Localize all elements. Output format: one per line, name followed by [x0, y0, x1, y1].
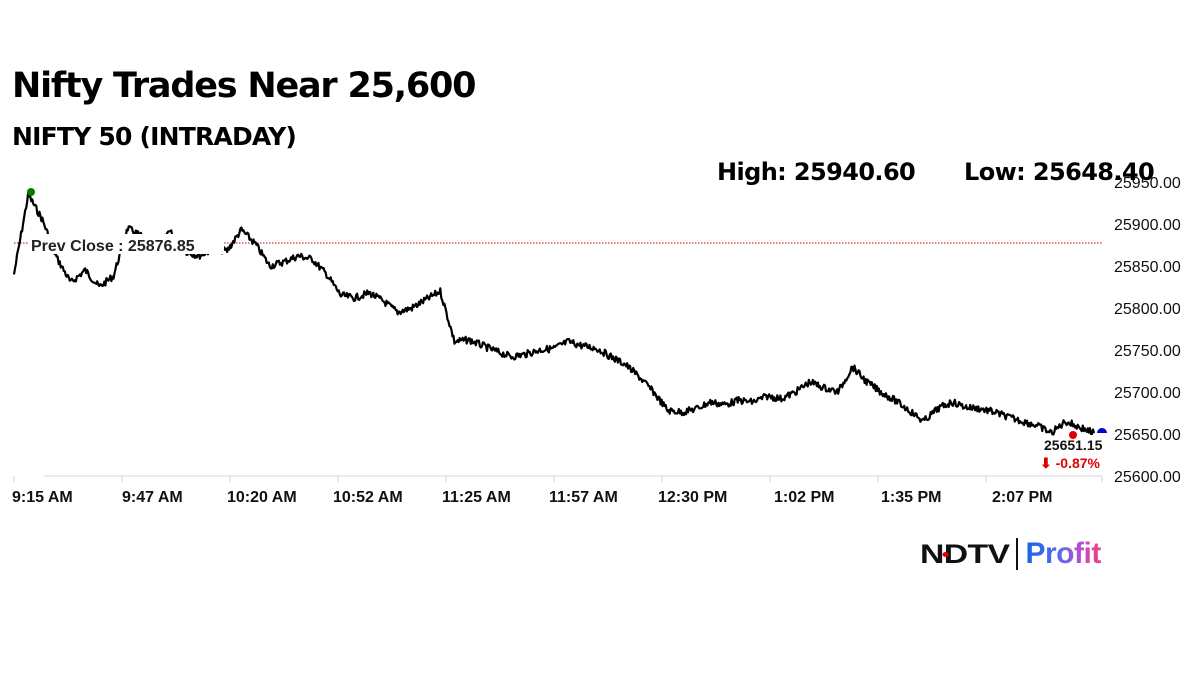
logo-brand-text: NDTV: [920, 538, 1010, 569]
low-marker: [1069, 431, 1077, 439]
x-axis-ticks: [13, 476, 1103, 482]
y-tick: 25950.00: [1114, 175, 1181, 192]
x-tick: 11:25 AM: [442, 489, 511, 506]
x-tick: 12:30 PM: [658, 489, 727, 506]
x-tick: 9:15 AM: [12, 489, 73, 506]
y-tick: 25900.00: [1114, 217, 1181, 234]
prev-close-label-bg: [28, 234, 224, 254]
x-axis-labels: 9:15 AM 9:47 AM 10:20 AM 10:52 AM 11:25 …: [12, 489, 1052, 506]
logo-separator: [1015, 538, 1018, 570]
y-tick: 25600.00: [1114, 469, 1181, 486]
high-marker: [27, 188, 35, 196]
price-line: [12, 190, 1096, 436]
y-tick: 25850.00: [1114, 259, 1181, 276]
x-tick: 10:52 AM: [333, 489, 403, 506]
change-percent-label: ⬇ -0.87%: [1040, 455, 1101, 471]
x-tick: 1:35 PM: [881, 489, 941, 506]
ndtv-profit-logo: NDTV Profit: [920, 534, 1101, 574]
y-tick: 25700.00: [1114, 385, 1181, 402]
y-axis-labels: 25950.00 25900.00 25850.00 25800.00 2575…: [1114, 175, 1181, 486]
chart-title: Nifty Trades Near 25,600: [12, 66, 477, 106]
y-tick: 25800.00: [1114, 301, 1181, 318]
logo-product: Profit: [1025, 537, 1102, 570]
logo-red-dot: [942, 551, 949, 557]
day-high-label: High: 25940.60: [717, 158, 916, 186]
x-tick: 11:57 AM: [549, 489, 618, 506]
prev-close-label: Prev Close : 25876.85: [31, 238, 195, 255]
x-tick: 1:02 PM: [774, 489, 834, 506]
logo-brand: NDTV: [920, 538, 1010, 570]
last-marker: [1097, 428, 1107, 433]
last-value-label: 25651.15: [1044, 437, 1103, 453]
y-tick: 25750.00: [1114, 343, 1181, 360]
chart-subtitle: NIFTY 50 (INTRADAY): [12, 122, 297, 151]
day-low-label: Low: 25648.40: [964, 158, 1155, 186]
x-tick: 10:20 AM: [227, 489, 297, 506]
y-tick: 25650.00: [1114, 427, 1181, 444]
x-tick: 2:07 PM: [992, 489, 1052, 506]
x-tick: 9:47 AM: [122, 489, 183, 506]
